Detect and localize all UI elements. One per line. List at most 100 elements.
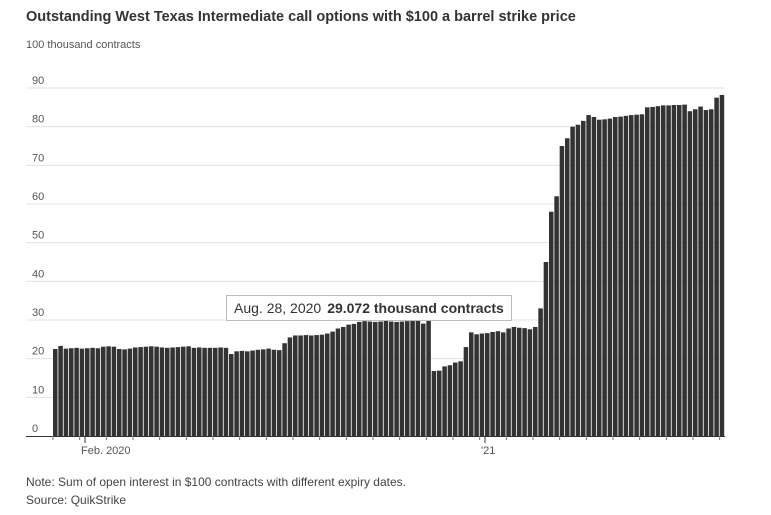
bar (298, 335, 303, 436)
bar (533, 326, 538, 436)
bar (58, 345, 63, 436)
bar (394, 321, 399, 436)
bar (69, 348, 74, 436)
chart-title: Outstanding West Texas Intermediate call… (26, 9, 576, 25)
bar (442, 366, 447, 436)
bar (223, 347, 229, 436)
bar (693, 109, 698, 437)
bar (287, 337, 293, 436)
bar (293, 335, 298, 436)
chart-note: Note: Sum of open interest in $100 contr… (26, 475, 406, 489)
bar (213, 347, 218, 436)
bar (165, 347, 170, 436)
bar (719, 94, 725, 437)
bar (335, 328, 341, 436)
x-tick-label: Feb. 2020 (81, 445, 131, 457)
bar (250, 350, 255, 436)
bar (645, 107, 650, 436)
bar (207, 347, 213, 436)
bar (581, 120, 586, 437)
bar (245, 351, 250, 436)
bar (197, 347, 202, 436)
bar (383, 320, 389, 436)
bar (554, 196, 559, 436)
bar (63, 348, 69, 436)
bar (458, 361, 463, 436)
bar (602, 119, 607, 436)
bar (138, 347, 143, 436)
bar (666, 105, 671, 437)
bar (74, 347, 79, 436)
bar (277, 350, 282, 436)
bar (629, 115, 634, 436)
bar (575, 124, 581, 436)
bar (639, 114, 645, 436)
bar (543, 262, 549, 436)
y-axis-unit-label: 100 thousand contracts (26, 39, 141, 51)
bar (186, 346, 191, 436)
y-tick-label: 60 (32, 191, 44, 203)
y-tick-label: 90 (32, 75, 44, 87)
bar (490, 331, 495, 436)
y-tick-label: 0 (32, 423, 38, 435)
bar (181, 346, 186, 436)
bar (426, 320, 431, 436)
bar (399, 321, 405, 436)
bar (634, 114, 639, 437)
x-tick-label: '21 (481, 445, 495, 457)
bar (447, 365, 453, 436)
bar (261, 349, 266, 436)
bar-series (53, 94, 725, 437)
y-tick-label: 10 (32, 384, 44, 396)
bar (170, 347, 175, 436)
bar (501, 332, 506, 436)
bar (687, 111, 693, 436)
bar (453, 362, 458, 436)
bar (709, 109, 714, 437)
tooltip-value: 29.072 thousand contracts (327, 300, 504, 316)
bar (495, 331, 501, 436)
bar (469, 332, 474, 436)
bar (527, 329, 533, 436)
bar (330, 331, 335, 436)
bar (239, 350, 245, 436)
bar (522, 328, 527, 436)
bar (303, 335, 309, 436)
bar (175, 347, 181, 436)
bar (485, 333, 490, 436)
bar (127, 348, 133, 436)
bar (415, 320, 421, 436)
bar (570, 126, 575, 437)
bar (597, 119, 602, 437)
tick-labels: 0 10 20 30 40 50 60 70 80 90 Feb. 2020 '21 (32, 75, 495, 457)
bar (154, 346, 159, 436)
bar (229, 354, 234, 436)
bar (133, 347, 138, 436)
y-tick-label: 70 (32, 152, 44, 164)
bar (431, 371, 437, 436)
bar (517, 327, 522, 436)
bar (565, 138, 570, 436)
bar (671, 105, 677, 436)
bar (405, 321, 410, 436)
bar (549, 211, 554, 436)
bar (111, 346, 117, 436)
y-tick-label: 30 (32, 307, 44, 319)
bar (421, 323, 426, 436)
bar (367, 321, 373, 436)
bar (607, 118, 613, 437)
bar (559, 146, 565, 436)
bar (650, 106, 655, 436)
y-tick-label: 40 (32, 268, 44, 280)
bar (90, 347, 95, 436)
bar (362, 321, 367, 436)
bar (309, 335, 314, 436)
bar (234, 351, 239, 436)
bar (325, 333, 330, 436)
y-tick-label: 20 (32, 346, 44, 358)
chart-source: Source: QuikStrike (26, 493, 127, 507)
bar (143, 346, 149, 436)
bar (53, 349, 58, 436)
bar (271, 349, 277, 436)
bar (703, 110, 709, 436)
